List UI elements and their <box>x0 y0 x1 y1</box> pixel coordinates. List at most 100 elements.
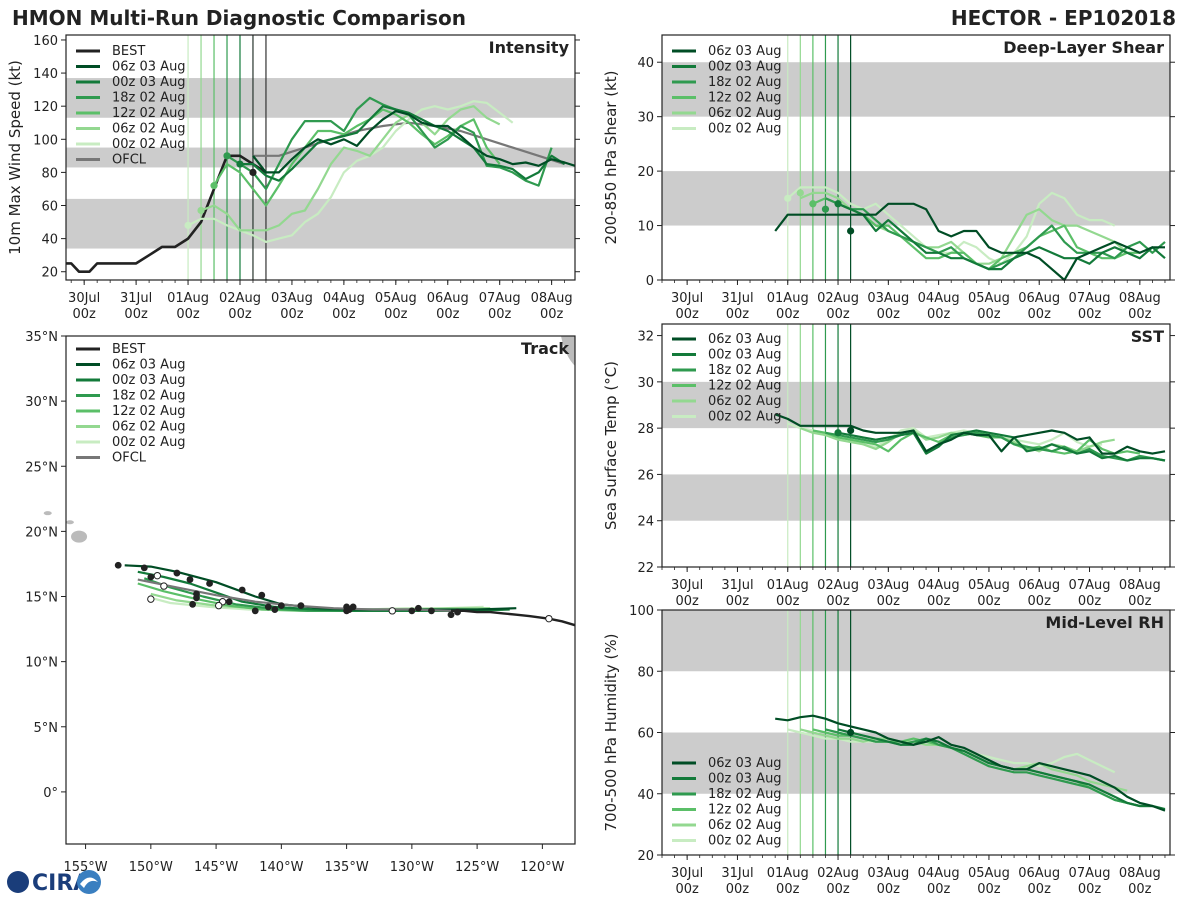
track-point <box>251 607 259 615</box>
legend-run-label: 06z 03 Aug <box>112 358 186 373</box>
legend-ofcl-label: OFCL <box>112 153 147 168</box>
x-tick-hour: 00z <box>1028 882 1052 897</box>
x-tick-hour: 00z <box>977 594 1001 609</box>
lon-tick-label: 145°W <box>194 860 238 875</box>
x-tick-date: 04Aug <box>323 291 365 306</box>
y-tick-label: 160 <box>33 34 58 49</box>
x-tick-hour: 00z <box>1128 594 1152 609</box>
y-tick-label: 20 <box>637 165 654 180</box>
run-line-1 <box>837 202 1166 271</box>
x-tick-hour: 00z <box>826 307 850 322</box>
x-tick-date: 30Jul <box>671 291 703 306</box>
track-point <box>258 591 266 599</box>
figure-title: HMON Multi-Run Diagnostic Comparison <box>12 6 466 30</box>
track-point <box>271 606 279 613</box>
shear-panel: 01020304030Jul00z31Jul00z01Aug00z02Aug00… <box>602 34 1175 322</box>
x-tick-hour: 00z <box>776 307 800 322</box>
x-tick-date: 30Jul <box>68 291 100 306</box>
init-point <box>847 728 855 737</box>
x-tick-date: 08Aug <box>1119 866 1161 881</box>
island-shape <box>71 530 88 543</box>
lon-tick-label: 125°W <box>455 860 499 875</box>
legend-run-label: 00z 03 Aug <box>708 772 782 787</box>
track-point-open <box>388 607 396 615</box>
y-tick-label: 40 <box>637 788 654 803</box>
init-point <box>197 206 205 215</box>
init-point <box>249 168 257 176</box>
init-point <box>834 200 842 208</box>
x-tick-hour: 00z <box>280 307 304 322</box>
shaded-band <box>662 62 1170 117</box>
logo-globe-icon <box>7 871 29 893</box>
x-tick-date: 06Aug <box>1018 291 1060 306</box>
panel-title: Track <box>521 339 569 358</box>
x-tick-date: 02Aug <box>817 578 859 593</box>
coastline-shape <box>561 336 575 366</box>
init-point <box>184 221 192 229</box>
lon-tick-label: 140°W <box>259 860 303 875</box>
plot-frame <box>65 34 576 281</box>
legend-ofcl-label: OFCL <box>112 451 147 466</box>
x-tick-hour: 00z <box>436 307 460 322</box>
legend-run-label: 18z 02 Aug <box>112 389 186 404</box>
track-ofcl-line <box>137 578 452 612</box>
legend-run-label: 12z 02 Aug <box>112 404 186 419</box>
x-tick-hour: 00z <box>927 307 951 322</box>
x-tick-date: 07Aug <box>1069 866 1111 881</box>
init-point <box>834 429 842 437</box>
x-tick-date: 04Aug <box>918 866 960 881</box>
legend-run-label: 06z 02 Aug <box>708 394 782 409</box>
legend-best-label: BEST <box>112 342 145 357</box>
x-tick-hour: 00z <box>1028 307 1052 322</box>
track-point <box>238 586 246 594</box>
lat-tick-label: 10°N <box>25 656 58 671</box>
x-tick-hour: 00z <box>176 307 200 322</box>
track-point <box>454 608 461 616</box>
y-tick-label: 60 <box>637 727 654 742</box>
lon-tick-label: 130°W <box>390 860 434 875</box>
track-best-line <box>451 609 576 627</box>
x-tick-hour: 00z <box>228 307 252 322</box>
x-tick-hour: 00z <box>124 307 148 322</box>
track-point <box>414 604 422 612</box>
y-tick-label: 120 <box>33 100 58 115</box>
x-tick-hour: 00z <box>726 307 750 322</box>
x-tick-hour: 00z <box>977 882 1001 897</box>
x-tick-date: 04Aug <box>918 578 960 593</box>
run-line-1 <box>837 429 1166 462</box>
legend-run-label: 12z 02 Aug <box>708 803 782 818</box>
x-tick-hour: 00z <box>877 307 901 322</box>
x-tick-date: 08Aug <box>531 291 573 306</box>
lat-tick-label: 0° <box>43 786 58 801</box>
y-tick-label: 140 <box>33 67 58 82</box>
x-tick-date: 01Aug <box>167 291 209 306</box>
x-tick-date: 05Aug <box>375 291 417 306</box>
x-tick-date: 03Aug <box>867 578 909 593</box>
rh-panel: 2040608010030Jul00z31Jul00z01Aug00z02Aug… <box>602 604 1175 897</box>
init-point <box>210 182 218 190</box>
cira-logo: CIRA <box>7 870 101 896</box>
shaded-band <box>662 381 1170 429</box>
island-shape <box>65 520 74 525</box>
legend-run-label: 06z 02 Aug <box>708 106 782 121</box>
x-tick-hour: 00z <box>1128 882 1152 897</box>
run-line-0 <box>774 202 1165 282</box>
legend-run-label: 00z 03 Aug <box>708 60 782 75</box>
track-point <box>447 611 455 619</box>
x-tick-hour: 00z <box>927 882 951 897</box>
x-tick-hour: 00z <box>540 307 564 322</box>
legend-run-label: 18z 02 Aug <box>708 75 782 90</box>
panel-title: SST <box>1131 327 1164 346</box>
x-tick-date: 06Aug <box>1018 866 1060 881</box>
y-tick-label: 30 <box>637 111 654 126</box>
y-tick-label: 26 <box>637 468 654 483</box>
shaded-band <box>66 78 575 118</box>
x-tick-date: 07Aug <box>1069 291 1111 306</box>
lat-tick-label: 15°N <box>25 591 58 606</box>
panel-title: Deep-Layer Shear <box>1003 38 1164 57</box>
legend-run-label: 06z 03 Aug <box>708 332 782 347</box>
legend-run-label: 06z 03 Aug <box>112 60 186 75</box>
lon-tick-label: 150°W <box>129 860 173 875</box>
